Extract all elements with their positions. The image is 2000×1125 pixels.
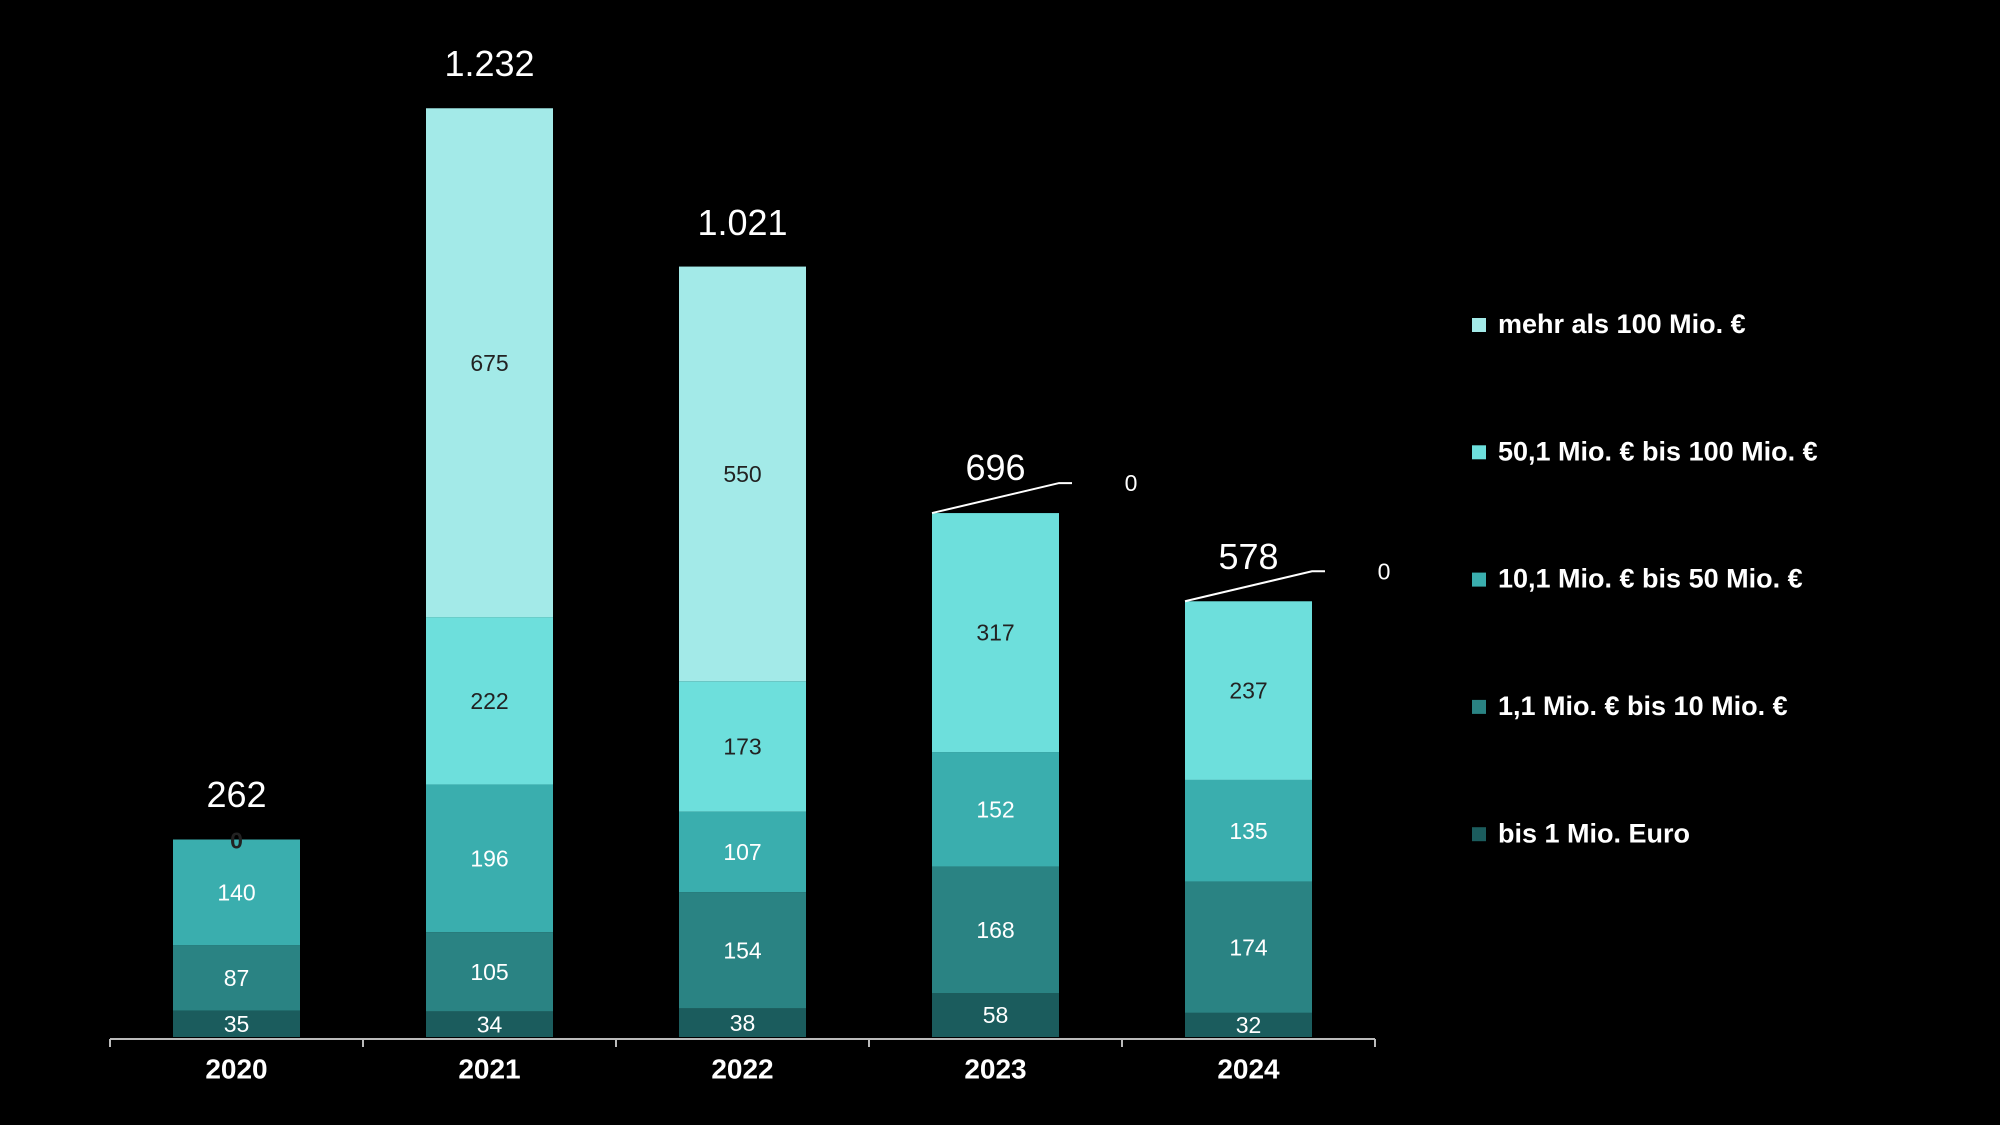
- bar-segment: [173, 1010, 300, 1037]
- value-label: 154: [723, 937, 762, 963]
- value-label: 196: [470, 845, 508, 871]
- legend-swatch: [1472, 572, 1486, 587]
- bar-segment: [173, 839, 300, 946]
- bar-segment: [679, 892, 806, 1009]
- bar-segment: [932, 866, 1059, 994]
- value-label: 32: [1236, 1012, 1262, 1038]
- value-label: 0: [1378, 558, 1391, 584]
- bar-segment: [1185, 881, 1312, 1013]
- legend-swatch: [1472, 318, 1486, 332]
- bar-segment: [1185, 601, 1312, 780]
- value-label: 34: [477, 1011, 503, 1037]
- bar-segment: [426, 1011, 553, 1037]
- value-label: 135: [1229, 818, 1267, 844]
- value-label: 87: [224, 965, 250, 991]
- x-tick-label: 2022: [711, 1053, 773, 1084]
- value-label: 58: [983, 1002, 1009, 1028]
- legend-label: bis 1 Mio. Euro: [1498, 818, 1690, 848]
- bar-segment: [426, 617, 553, 785]
- bar-segment: [426, 108, 553, 618]
- legend-label: 50,1 Mio. € bis 100 Mio. €: [1498, 436, 1818, 466]
- bar-segment: [932, 752, 1059, 867]
- bar-segment: [932, 513, 1059, 753]
- value-label: 317: [976, 620, 1014, 646]
- bar-segment: [1185, 779, 1312, 882]
- value-label: 222: [470, 688, 508, 714]
- legend-swatch: [1472, 445, 1486, 460]
- value-label: 0: [230, 828, 243, 854]
- value-label: 173: [723, 733, 761, 759]
- bar-segment: [679, 681, 806, 812]
- value-label: 105: [470, 959, 508, 985]
- x-tick-label: 2023: [964, 1053, 1026, 1084]
- value-label: 237: [1229, 678, 1267, 704]
- total-label: 1.021: [697, 202, 787, 243]
- bar-segment: [173, 945, 300, 1011]
- total-label: 578: [1218, 536, 1278, 577]
- legend-swatch: [1472, 827, 1486, 842]
- value-label: 550: [723, 461, 761, 487]
- bar-segment: [679, 811, 806, 893]
- x-tick-label: 2020: [205, 1053, 267, 1084]
- value-label: 35: [224, 1011, 250, 1037]
- legend-label: 10,1 Mio. € bis 50 Mio. €: [1498, 564, 1803, 594]
- legend-swatch: [1472, 699, 1486, 714]
- bar-segment: [426, 784, 553, 933]
- x-tick-label: 2024: [1217, 1053, 1280, 1084]
- value-label: 174: [1229, 934, 1268, 960]
- bar-segment: [932, 993, 1059, 1037]
- value-label: 152: [976, 796, 1014, 822]
- bar-segment: [426, 932, 553, 1012]
- value-label: 0: [1125, 470, 1138, 496]
- value-label: 107: [723, 839, 761, 865]
- legend-label: mehr als 100 Mio. €: [1498, 309, 1746, 339]
- bar-segment: [1185, 1012, 1312, 1037]
- total-label: 696: [965, 447, 1025, 488]
- value-label: 140: [217, 879, 255, 905]
- callout-line: [1184, 570, 1325, 603]
- value-label: 38: [730, 1010, 756, 1036]
- callout-line: [931, 482, 1072, 515]
- total-label: 1.232: [444, 43, 534, 84]
- value-label: 168: [976, 917, 1014, 943]
- legend-label: 1,1 Mio. € bis 10 Mio. €: [1498, 691, 1788, 721]
- bar-segment: [679, 1008, 806, 1037]
- value-label: 675: [470, 350, 508, 376]
- total-label: 262: [206, 774, 266, 815]
- bar-segment: [679, 266, 806, 682]
- x-tick-label: 2021: [458, 1053, 520, 1084]
